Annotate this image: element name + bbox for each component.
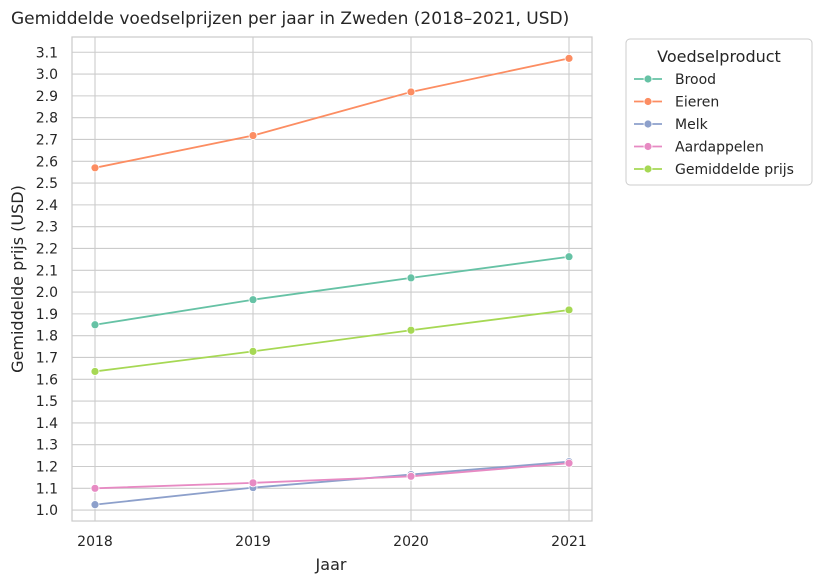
- data-point: [564, 252, 574, 262]
- series-line-3: [94, 462, 570, 490]
- plot-frame: [71, 36, 593, 522]
- legend-label: Eieren: [675, 95, 719, 111]
- y-tick-label: 2.2: [36, 241, 58, 257]
- x-tick-labels: 2018 2019 2020 2021: [77, 534, 587, 550]
- legend-label: Brood: [675, 72, 716, 88]
- data-point: [90, 500, 100, 510]
- y-tick-label: 3.1: [36, 45, 58, 61]
- x-axis-label: Jaar: [315, 555, 347, 574]
- legend: Voedselproduct Brood Eieren Melk Aardappele…: [625, 38, 813, 186]
- y-axis-label: Gemiddelde prijs (USD): [8, 185, 27, 373]
- y-tick-label: 2.4: [36, 198, 58, 214]
- y-tick-label: 2.0: [36, 285, 58, 301]
- y-tick-label: 1.9: [36, 307, 58, 323]
- data-point: [248, 295, 258, 305]
- y-tick-label: 2.1: [36, 263, 58, 279]
- data-point: [564, 53, 574, 63]
- data-point: [406, 87, 416, 97]
- legend-box: [625, 38, 813, 186]
- series-line-0: [94, 255, 570, 326]
- x-tick-label: 2019: [235, 534, 271, 550]
- y-tick-label: 2.7: [36, 132, 58, 148]
- y-tick-label: 1.8: [36, 329, 58, 345]
- x-tick-label: 2018: [77, 534, 113, 550]
- y-tick-label: 1.0: [36, 503, 58, 519]
- legend-marker: [643, 142, 653, 151]
- y-tick-label: 2.3: [36, 220, 58, 236]
- legend-marker: [643, 119, 653, 129]
- y-tick-label: 2.8: [36, 111, 58, 127]
- series-line-2: [94, 460, 570, 506]
- x-tick-label: 2020: [393, 534, 429, 550]
- series-points: [90, 53, 574, 510]
- y-tick-label: 1.4: [36, 416, 58, 432]
- data-point: [406, 325, 416, 335]
- legend-title: Voedselproduct: [657, 47, 781, 66]
- data-point: [90, 163, 100, 173]
- legend-label: Melk: [675, 117, 709, 133]
- y-tick-label: 2.9: [36, 89, 58, 105]
- x-tick-label: 2021: [551, 534, 587, 550]
- data-point: [90, 367, 100, 376]
- legend-label: Gemiddelde prijs: [675, 162, 794, 178]
- data-point: [564, 305, 574, 315]
- data-point: [90, 320, 100, 330]
- y-tick-label: 1.5: [36, 394, 58, 410]
- y-tick-label: 2.5: [36, 176, 58, 192]
- y-tick-label: 1.2: [36, 459, 58, 475]
- data-point: [248, 346, 258, 356]
- grid: [72, 37, 592, 521]
- data-point: [248, 478, 258, 488]
- legend-marker: [643, 74, 653, 84]
- data-point: [248, 131, 258, 140]
- y-tick-label: 3.0: [36, 67, 58, 83]
- y-tick-label: 1.1: [36, 481, 58, 497]
- y-tick-label: 1.7: [36, 350, 58, 366]
- data-point: [406, 471, 416, 481]
- series-line-1: [94, 57, 570, 169]
- data-point: [90, 483, 100, 493]
- data-point: [406, 273, 416, 283]
- y-tick-label: 1.3: [36, 438, 58, 454]
- series-lines: [94, 57, 570, 506]
- legend-items: Brood Eieren Melk Aardappelen Gemiddelde pri…: [634, 72, 794, 178]
- legend-marker: [643, 164, 653, 174]
- legend-marker: [643, 97, 653, 106]
- y-tick-label: 2.6: [36, 154, 58, 170]
- legend-label: Aardappelen: [675, 140, 764, 156]
- chart-title: Gemiddelde voedselprijzen per jaar in Zw…: [11, 9, 569, 29]
- series-line-4: [94, 309, 570, 373]
- data-point: [564, 458, 574, 468]
- y-tick-labels: 1.0 1.1 1.2 1.3 1.4 1.5 1.6 1.7 1.8 1.9 2.0 2.1 2.2 2…: [36, 45, 58, 519]
- y-tick-label: 1.6: [36, 372, 58, 388]
